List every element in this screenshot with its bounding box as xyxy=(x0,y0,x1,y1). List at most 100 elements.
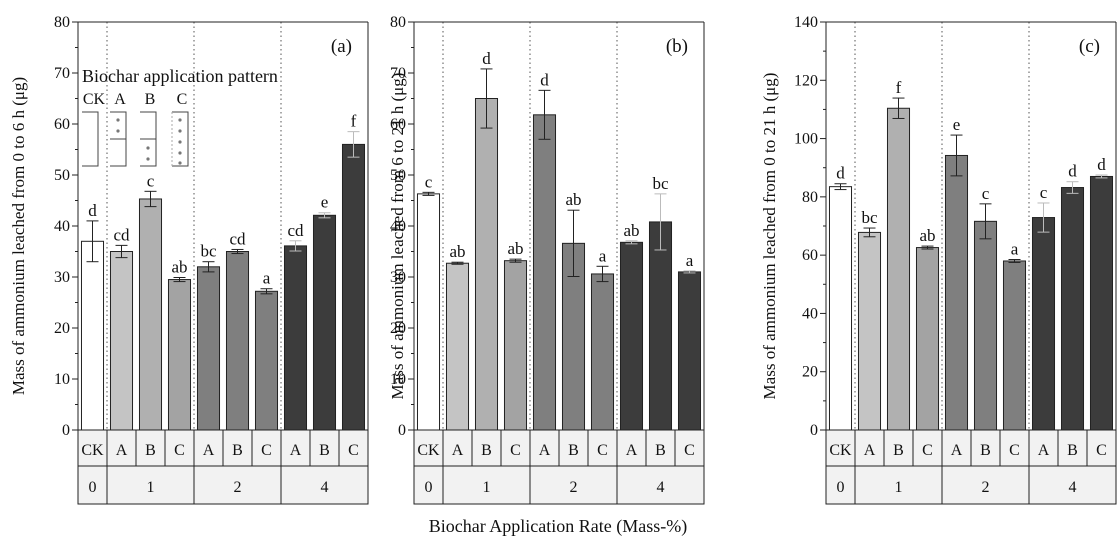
bar xyxy=(445,262,470,431)
significance-letter: ab xyxy=(919,226,935,245)
bar xyxy=(283,245,308,431)
y-tick-label: 70 xyxy=(390,65,406,82)
significance-letter: d xyxy=(88,201,97,220)
y-tick-label: 80 xyxy=(390,14,406,31)
significance-letter: c xyxy=(147,171,155,190)
application-pattern-legend: Biochar application pattern CK A B C xyxy=(82,66,278,167)
y-tick-label: 0 xyxy=(62,422,70,439)
bar xyxy=(503,260,528,431)
rate-label: 2 xyxy=(570,479,578,496)
category-label: B xyxy=(1067,442,1078,459)
significance-letter: bc xyxy=(200,242,217,261)
significance-letter: ab xyxy=(449,242,465,261)
category-label: C xyxy=(174,442,185,459)
category-label: C xyxy=(597,442,608,459)
y-tick-label: 40 xyxy=(390,218,406,235)
bar xyxy=(677,271,702,431)
x-axis-title: Biochar Application Rate (Mass-%) xyxy=(429,516,687,537)
significance-letter: a xyxy=(263,269,271,288)
category-label: A xyxy=(290,442,302,459)
category-label: B xyxy=(481,442,492,459)
significance-letter: d xyxy=(540,70,549,89)
category-label: C xyxy=(684,442,695,459)
bar xyxy=(1060,187,1085,431)
category-label: C xyxy=(1096,442,1107,459)
bar xyxy=(886,107,911,431)
bar xyxy=(416,193,441,431)
y-tick-label: 0 xyxy=(810,422,818,439)
y-tick-label: 60 xyxy=(802,247,818,264)
category-label: C xyxy=(922,442,933,459)
rate-label: 4 xyxy=(657,479,665,496)
significance-letter: a xyxy=(1011,240,1019,259)
pattern-dot xyxy=(178,118,182,122)
rate-label: 1 xyxy=(147,479,155,496)
significance-letter: bc xyxy=(652,174,669,193)
significance-letter: ab xyxy=(623,221,639,240)
bar xyxy=(828,186,853,431)
legend-title: Biochar application pattern xyxy=(82,66,278,86)
y-tick-label: 40 xyxy=(802,305,818,322)
panel-b: CK A B C A B C A B C0 1 2 4cabdabdabaabbca0102030405… xyxy=(388,14,705,505)
rate-label: 4 xyxy=(321,479,329,496)
y-tick-label: 140 xyxy=(794,14,818,31)
y-axis-title: Mass of ammonium leached from 0 to 6 h (… xyxy=(9,77,28,395)
bar xyxy=(590,273,615,431)
rate-label: 2 xyxy=(234,479,242,496)
bar xyxy=(312,214,337,431)
category-label: A xyxy=(539,442,551,459)
y-tick-label: 30 xyxy=(390,269,406,286)
y-tick-label: 20 xyxy=(54,320,70,337)
category-label: B xyxy=(232,442,243,459)
significance-letter: c xyxy=(1040,183,1048,202)
y-tick-label: 60 xyxy=(54,116,70,133)
y-tick-label: 50 xyxy=(54,167,70,184)
category-label: CK xyxy=(417,442,440,459)
y-tick-label: 50 xyxy=(390,167,406,184)
y-tick-label: 100 xyxy=(794,131,818,148)
y-tick-label: 20 xyxy=(802,364,818,381)
y-tick-label: 30 xyxy=(54,269,70,286)
panel-label: (a) xyxy=(331,36,352,57)
significance-letter: a xyxy=(686,251,694,270)
significance-letter: c xyxy=(982,184,990,203)
category-label: CK xyxy=(81,442,104,459)
significance-letter: d xyxy=(482,49,491,68)
rate-label: 2 xyxy=(982,479,990,496)
rate-label: 0 xyxy=(837,479,845,496)
pattern-ck-diagram xyxy=(82,111,99,167)
significance-letter: bc xyxy=(861,208,878,227)
bar xyxy=(196,266,221,431)
significance-letter: e xyxy=(321,193,329,212)
bar xyxy=(532,114,557,431)
significance-letter: ab xyxy=(171,258,187,277)
category-label: C xyxy=(261,442,272,459)
bar xyxy=(138,198,163,431)
significance-letter: cd xyxy=(229,229,246,248)
panel-label: (b) xyxy=(666,36,688,57)
bar xyxy=(1031,217,1056,431)
category-label: CK xyxy=(829,442,852,459)
significance-letter: d xyxy=(1097,155,1106,174)
significance-letter: cd xyxy=(113,225,130,244)
significance-letter: f xyxy=(896,78,902,97)
category-label: A xyxy=(1038,442,1050,459)
pattern-dot xyxy=(178,140,182,144)
pattern-dot xyxy=(116,129,120,133)
legend-pattern-label: C xyxy=(177,91,188,108)
bar xyxy=(973,220,998,431)
bar xyxy=(474,98,499,431)
panel-a: CK A B C A B C A B C0 1 2 4dcdcabbccdacdef0102030405… xyxy=(9,14,369,505)
significance-letter: cd xyxy=(287,221,304,240)
category-label: B xyxy=(319,442,330,459)
category-label: B xyxy=(893,442,904,459)
rate-label: 0 xyxy=(89,479,97,496)
pattern-c-diagram xyxy=(172,111,189,167)
y-tick-label: 70 xyxy=(54,65,70,82)
category-label: A xyxy=(864,442,876,459)
significance-letter: e xyxy=(953,115,961,134)
category-label: A xyxy=(116,442,128,459)
significance-letter: c xyxy=(425,172,433,191)
